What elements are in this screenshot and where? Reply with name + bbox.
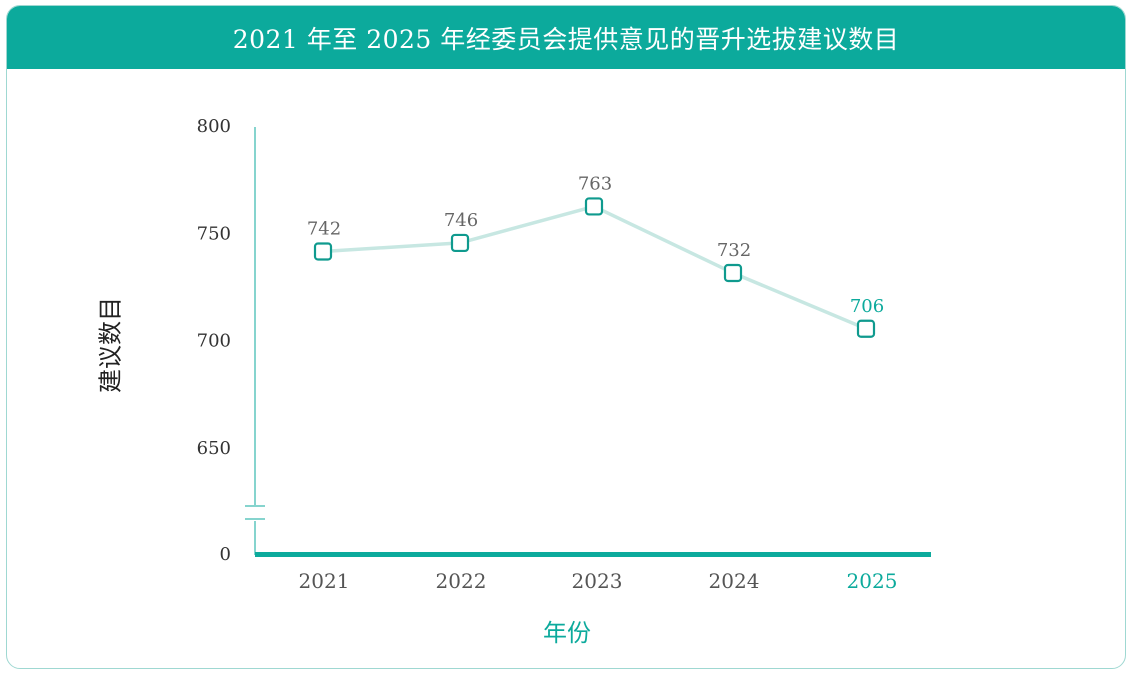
y-tick-label: 800: [197, 116, 231, 137]
series-line: [322, 204, 867, 331]
data-label: 746: [444, 210, 478, 231]
data-label: 706: [850, 296, 884, 317]
x-axis-title: 年份: [543, 619, 591, 647]
y-axis-title: 建议数目: [97, 297, 125, 393]
data-point: [584, 197, 604, 216]
data-label: 742: [307, 219, 341, 240]
x-tick-label: 2021: [299, 569, 350, 593]
chart-title: 2021 年至 2025 年经委员会提供意见的晋升选拔建议数目: [232, 24, 900, 54]
chart-card: 2021 年至 2025 年经委员会提供意见的晋升选拔建议数目: [6, 5, 1126, 669]
data-label: 732: [717, 240, 751, 261]
y-tick-label: 0: [220, 544, 231, 565]
y-tick-label: 650: [197, 438, 231, 459]
x-axis: 2021 2022 2023 2024 2025: [255, 552, 931, 593]
y-tick-label: 750: [197, 223, 231, 244]
data-point: [723, 263, 743, 283]
x-tick-label: 2023: [572, 569, 623, 593]
x-tick-label: 2022: [436, 569, 487, 593]
data-label: 763: [578, 173, 612, 194]
data-point: [313, 242, 333, 261]
y-tick-label: 700: [197, 331, 231, 352]
data-point: [450, 233, 470, 253]
chart-header: 2021 年至 2025 年经委员会提供意见的晋升选拔建议数目: [7, 6, 1125, 69]
x-axis-line: [255, 552, 931, 557]
y-axis: 800 750 700 650 0: [197, 116, 265, 565]
x-tick-label: 2024: [709, 569, 760, 593]
data-point: [856, 319, 876, 338]
series: 742 746 763 732 706: [307, 173, 884, 338]
x-tick-label: 2025: [847, 569, 898, 593]
